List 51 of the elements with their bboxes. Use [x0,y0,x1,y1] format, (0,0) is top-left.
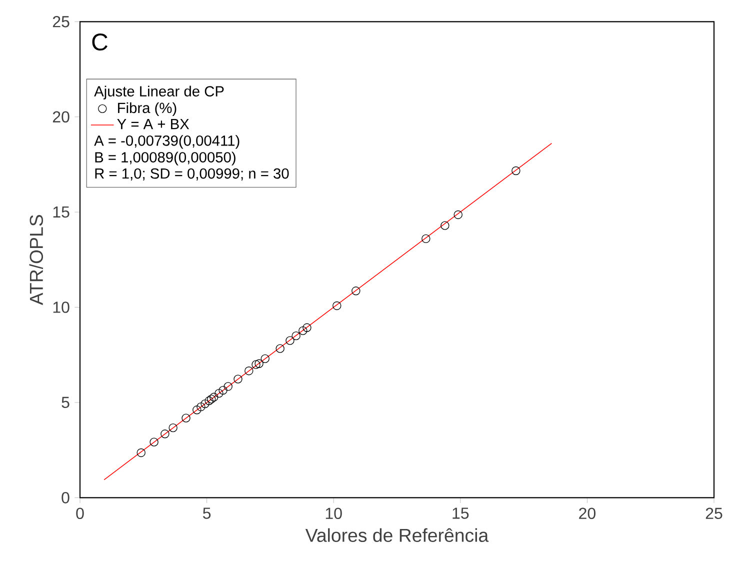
point [352,286,360,296]
x-tick-label: 5 [203,508,211,519]
x-axis-title: Valores de Referência [305,528,489,542]
point [276,344,284,353]
point [302,323,312,332]
point [332,301,342,310]
point [204,396,214,406]
y-tick-label: 15 [53,206,70,218]
x-tick-label: 10 [326,508,342,520]
point [196,402,206,412]
point [422,234,430,244]
legend-label: Fibra (%) [118,102,176,116]
point [292,331,300,340]
point [160,430,170,438]
y-tick-label: 25 [52,16,70,28]
point [150,438,158,446]
point [192,406,202,414]
x-tick-label: 25 [706,508,722,520]
point [440,221,450,230]
point [207,394,216,404]
y-tick-label: 5 [62,396,70,408]
point [200,399,210,408]
point [210,392,218,402]
point [168,423,178,432]
annotation: B = 1,00089(0,00050) [95,152,236,166]
y-axis-title: ATR/OPLS [29,215,44,306]
point [214,388,224,398]
legend-label: Y = A + BX [117,118,190,130]
annotation: C [92,34,108,51]
point [454,210,462,220]
x-tick-label: 0 [76,508,84,520]
point [286,336,294,345]
point [260,354,270,364]
y-tick-label: 10 [53,302,70,313]
point [298,326,308,336]
annotation: A = -0,00739(0,00411) [94,135,240,149]
point [136,448,146,458]
point [218,386,228,395]
point [512,166,520,176]
legend-title: Ajuste Linear de CP [94,86,224,100]
x-tick-label: 15 [452,508,469,519]
point [234,374,242,384]
y-tick-label: 0 [62,492,70,504]
point [224,382,232,391]
x-tick-label: 20 [579,508,596,520]
y-tick-label: 20 [52,111,70,123]
point [244,366,254,376]
point [182,414,190,422]
point [254,359,264,368]
point [252,360,260,369]
annotation: R = 1,0; SD = 0,00999; n = 30 [95,168,289,180]
